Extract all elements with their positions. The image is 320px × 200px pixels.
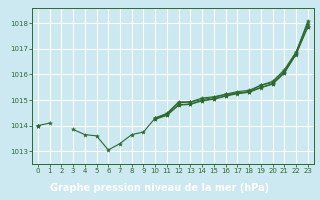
Text: Graphe pression niveau de la mer (hPa): Graphe pression niveau de la mer (hPa) bbox=[51, 183, 269, 193]
